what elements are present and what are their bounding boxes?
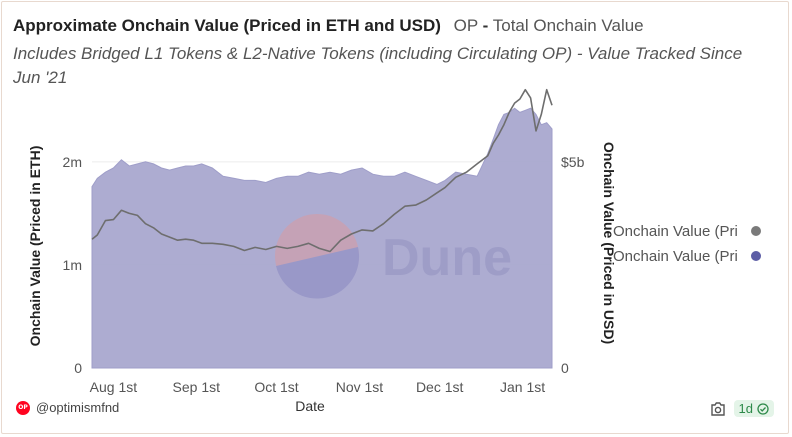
author-link[interactable]: OP @optimismfnd [16, 400, 119, 415]
legend-entry-label: Onchain Value (Pri [613, 223, 738, 240]
chart-subtitle: Includes Bridged L1 Tokens & L2-Native T… [13, 44, 743, 87]
legend-marker [751, 251, 761, 261]
legend-marker [751, 226, 761, 236]
dune-watermark-icon [275, 214, 360, 299]
x-tick-label: Jan 1st [500, 379, 545, 395]
footer-actions: 1d [710, 400, 774, 417]
check-circle-icon [757, 402, 769, 415]
op-logo-icon: OP [16, 400, 30, 415]
legend-entry-label: Onchain Value (Pri [613, 248, 738, 265]
title-line: Approximate Onchain Value (Priced in ETH… [13, 15, 783, 37]
left-tick-label: 1m [63, 257, 82, 273]
left-tick-label: 2m [63, 154, 82, 170]
chart-header: Approximate Onchain Value (Priced in ETH… [13, 15, 783, 90]
camera-icon[interactable] [710, 401, 726, 416]
left-axis-label: Onchain Value (Priced in ETH) [27, 146, 43, 347]
right-tick-label: $5b [561, 154, 585, 170]
author-handle: @optimismfnd [36, 400, 120, 415]
series-description: Total Onchain Value [492, 16, 644, 35]
watermark-text: Dune [382, 229, 512, 287]
refresh-interval: 1d [738, 401, 753, 416]
x-tick-label: Nov 1st [336, 379, 384, 395]
right-tick-label: 0 [561, 360, 569, 376]
line-series-eth [91, 88, 553, 253]
refresh-badge[interactable]: 1d [733, 400, 774, 417]
right-axis-label: Onchain Value (Priced in USD) [601, 142, 617, 344]
series-label: OP [453, 16, 478, 35]
x-axis-label: Date [295, 398, 325, 414]
x-tick-label: Oct 1st [254, 379, 298, 395]
x-tick-label: Dec 1st [416, 379, 464, 395]
left-tick-label: 0 [74, 360, 82, 376]
x-tick-label: Aug 1st [90, 379, 138, 395]
x-tick-label: Sep 1st [173, 379, 221, 395]
chart-title: Approximate Onchain Value (Priced in ETH… [13, 16, 441, 35]
title-dash: - [482, 16, 489, 35]
